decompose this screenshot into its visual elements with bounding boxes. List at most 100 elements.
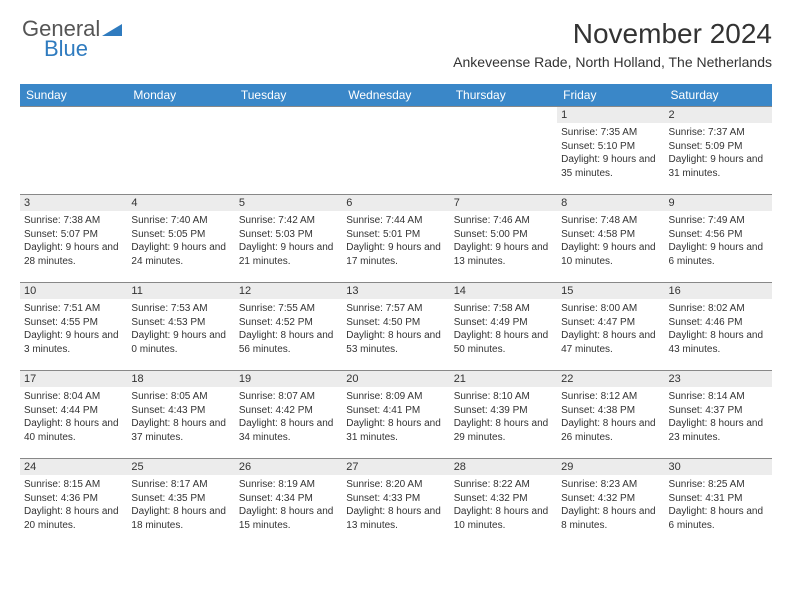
calendar-day-cell: 5 Sunrise: 7:42 AMSunset: 5:03 PMDaylight… — [235, 194, 342, 282]
calendar-day-cell: 3 Sunrise: 7:38 AMSunset: 5:07 PMDaylight… — [20, 194, 127, 282]
day-details: Sunrise: 7:38 AMSunset: 5:07 PMDaylight:… — [24, 214, 123, 268]
day-details: Sunrise: 8:07 AMSunset: 4:42 PMDaylight:… — [239, 390, 338, 444]
day-number: 30 — [665, 459, 772, 475]
brand-part2: Blue — [44, 38, 122, 60]
day-number: 8 — [557, 195, 664, 211]
weekday-header: Saturday — [665, 84, 772, 106]
calendar-week-row: 17 Sunrise: 8:04 AMSunset: 4:44 PMDayligh… — [20, 370, 772, 458]
calendar-day-cell: 9 Sunrise: 7:49 AMSunset: 4:56 PMDaylight… — [665, 194, 772, 282]
calendar-day-cell — [127, 106, 234, 194]
day-number: 2 — [665, 107, 772, 123]
day-details: Sunrise: 8:22 AMSunset: 4:32 PMDaylight:… — [454, 478, 553, 532]
weekday-header-row: Sunday Monday Tuesday Wednesday Thursday… — [20, 84, 772, 106]
day-details: Sunrise: 7:53 AMSunset: 4:53 PMDaylight:… — [131, 302, 230, 356]
calendar-day-cell: 29 Sunrise: 8:23 AMSunset: 4:32 PMDayligh… — [557, 458, 664, 546]
calendar-day-cell: 16Sunrise: 8:02 AMSunset: 4:46 PMDayligh… — [665, 282, 772, 370]
calendar-week-row: 1Sunrise: 7:35 AMSunset: 5:10 PMDaylight… — [20, 106, 772, 194]
calendar-day-cell: 12 Sunrise: 7:55 AMSunset: 4:52 PMDayligh… — [235, 282, 342, 370]
day-number: 10 — [20, 283, 127, 299]
calendar-day-cell: 28 Sunrise: 8:22 AMSunset: 4:32 PMDayligh… — [450, 458, 557, 546]
day-number: 20 — [342, 371, 449, 387]
day-details: Sunrise: 7:46 AMSunset: 5:00 PMDaylight:… — [454, 214, 553, 268]
calendar-day-cell: 6 Sunrise: 7:44 AMSunset: 5:01 PMDaylight… — [342, 194, 449, 282]
day-number: 19 — [235, 371, 342, 387]
calendar-week-row: 24Sunrise: 8:15 AMSunset: 4:36 PMDayligh… — [20, 458, 772, 546]
day-details: Sunrise: 8:25 AMSunset: 4:31 PMDaylight:… — [669, 478, 768, 532]
day-number: 14 — [450, 283, 557, 299]
day-number: 4 — [127, 195, 234, 211]
calendar-week-row: 10 Sunrise: 7:51 AMSunset: 4:55 PMDayligh… — [20, 282, 772, 370]
calendar-day-cell: 15 Sunrise: 8:00 AMSunset: 4:47 PMDayligh… — [557, 282, 664, 370]
day-details: Sunrise: 8:14 AMSunset: 4:37 PMDaylight:… — [669, 390, 768, 444]
day-details: Sunrise: 8:12 AMSunset: 4:38 PMDaylight:… — [561, 390, 660, 444]
day-number: 29 — [557, 459, 664, 475]
day-details: Sunrise: 8:09 AMSunset: 4:41 PMDaylight:… — [346, 390, 445, 444]
day-details: Sunrise: 8:10 AMSunset: 4:39 PMDaylight:… — [454, 390, 553, 444]
weekday-header: Sunday — [20, 84, 127, 106]
calendar-day-cell: 17 Sunrise: 8:04 AMSunset: 4:44 PMDayligh… — [20, 370, 127, 458]
calendar-day-cell: 4Sunrise: 7:40 AMSunset: 5:05 PMDaylight… — [127, 194, 234, 282]
calendar-body: 1Sunrise: 7:35 AMSunset: 5:10 PMDaylight… — [20, 106, 772, 546]
day-number: 21 — [450, 371, 557, 387]
day-details: Sunrise: 8:19 AMSunset: 4:34 PMDaylight:… — [239, 478, 338, 532]
day-number: 17 — [20, 371, 127, 387]
weekday-header: Wednesday — [342, 84, 449, 106]
calendar-day-cell — [235, 106, 342, 194]
day-details: Sunrise: 7:42 AMSunset: 5:03 PMDaylight:… — [239, 214, 338, 268]
calendar-day-cell: 21 Sunrise: 8:10 AMSunset: 4:39 PMDayligh… — [450, 370, 557, 458]
calendar-day-cell: 27 Sunrise: 8:20 AMSunset: 4:33 PMDayligh… — [342, 458, 449, 546]
day-number: 18 — [127, 371, 234, 387]
day-details: Sunrise: 7:49 AMSunset: 4:56 PMDaylight:… — [669, 214, 768, 268]
day-number: 6 — [342, 195, 449, 211]
weekday-header: Monday — [127, 84, 234, 106]
weekday-header: Friday — [557, 84, 664, 106]
calendar-day-cell — [450, 106, 557, 194]
day-number: 28 — [450, 459, 557, 475]
calendar-day-cell: 8 Sunrise: 7:48 AMSunset: 4:58 PMDaylight… — [557, 194, 664, 282]
calendar-day-cell: 22 Sunrise: 8:12 AMSunset: 4:38 PMDayligh… — [557, 370, 664, 458]
day-number: 13 — [342, 283, 449, 299]
day-details: Sunrise: 7:55 AMSunset: 4:52 PMDaylight:… — [239, 302, 338, 356]
day-number: 15 — [557, 283, 664, 299]
calendar-day-cell: 11 Sunrise: 7:53 AMSunset: 4:53 PMDayligh… — [127, 282, 234, 370]
calendar-day-cell: 2 Sunrise: 7:37 AMSunset: 5:09 PMDaylight… — [665, 106, 772, 194]
location-subtitle: Ankeveense Rade, North Holland, The Neth… — [20, 54, 772, 70]
day-number: 3 — [20, 195, 127, 211]
calendar-day-cell: 10 Sunrise: 7:51 AMSunset: 4:55 PMDayligh… — [20, 282, 127, 370]
calendar-day-cell: 1Sunrise: 7:35 AMSunset: 5:10 PMDaylight… — [557, 106, 664, 194]
day-details: Sunrise: 7:58 AMSunset: 4:49 PMDaylight:… — [454, 302, 553, 356]
day-details: Sunrise: 7:51 AMSunset: 4:55 PMDaylight:… — [24, 302, 123, 356]
day-details: Sunrise: 8:04 AMSunset: 4:44 PMDaylight:… — [24, 390, 123, 444]
calendar-day-cell: 14 Sunrise: 7:58 AMSunset: 4:49 PMDayligh… — [450, 282, 557, 370]
day-number: 9 — [665, 195, 772, 211]
day-details: Sunrise: 8:05 AMSunset: 4:43 PMDaylight:… — [131, 390, 230, 444]
day-details: Sunrise: 7:37 AMSunset: 5:09 PMDaylight:… — [669, 126, 768, 180]
day-details: Sunrise: 7:44 AMSunset: 5:01 PMDaylight:… — [346, 214, 445, 268]
calendar-day-cell: 18 Sunrise: 8:05 AMSunset: 4:43 PMDayligh… — [127, 370, 234, 458]
day-details: Sunrise: 7:57 AMSunset: 4:50 PMDaylight:… — [346, 302, 445, 356]
day-number: 23 — [665, 371, 772, 387]
weekday-header: Tuesday — [235, 84, 342, 106]
day-details: Sunrise: 7:48 AMSunset: 4:58 PMDaylight:… — [561, 214, 660, 268]
day-details: Sunrise: 8:00 AMSunset: 4:47 PMDaylight:… — [561, 302, 660, 356]
day-number: 22 — [557, 371, 664, 387]
calendar-day-cell: 30 Sunrise: 8:25 AMSunset: 4:31 PMDayligh… — [665, 458, 772, 546]
calendar-day-cell: 25Sunrise: 8:17 AMSunset: 4:35 PMDayligh… — [127, 458, 234, 546]
calendar-day-cell: 26 Sunrise: 8:19 AMSunset: 4:34 PMDayligh… — [235, 458, 342, 546]
day-number: 11 — [127, 283, 234, 299]
day-number: 7 — [450, 195, 557, 211]
calendar-day-cell: 23 Sunrise: 8:14 AMSunset: 4:37 PMDayligh… — [665, 370, 772, 458]
day-details: Sunrise: 8:23 AMSunset: 4:32 PMDaylight:… — [561, 478, 660, 532]
brand-logo: General Blue — [22, 18, 122, 60]
day-number: 5 — [235, 195, 342, 211]
calendar-table: Sunday Monday Tuesday Wednesday Thursday… — [20, 84, 772, 546]
calendar-day-cell: 20 Sunrise: 8:09 AMSunset: 4:41 PMDayligh… — [342, 370, 449, 458]
header: November 2024 Ankeveense Rade, North Hol… — [20, 18, 772, 70]
day-number: 12 — [235, 283, 342, 299]
day-number: 27 — [342, 459, 449, 475]
day-number: 26 — [235, 459, 342, 475]
day-details: Sunrise: 8:20 AMSunset: 4:33 PMDaylight:… — [346, 478, 445, 532]
day-details: Sunrise: 8:02 AMSunset: 4:46 PMDaylight:… — [669, 302, 768, 356]
page-title: November 2024 — [20, 18, 772, 50]
calendar-day-cell: 7 Sunrise: 7:46 AMSunset: 5:00 PMDaylight… — [450, 194, 557, 282]
